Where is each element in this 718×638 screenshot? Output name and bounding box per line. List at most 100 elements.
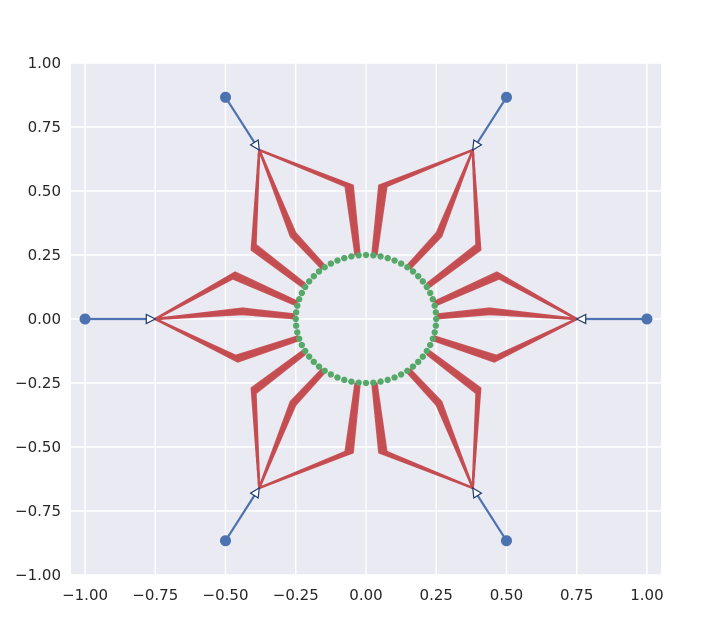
inner-point [327, 371, 335, 378]
inner-point [292, 309, 300, 316]
inner-point [391, 257, 398, 264]
inner-point [423, 347, 431, 355]
inner-point [341, 254, 348, 262]
inner-point [315, 268, 323, 275]
inner-point [310, 358, 318, 366]
x-tick-label: −0.50 [203, 586, 249, 604]
fan-strand [433, 271, 578, 320]
arrow-head [575, 313, 587, 325]
inner-point [298, 341, 306, 349]
inner-point [298, 289, 306, 297]
y-axis-ticks: 1.00 0.75 0.50 0.25 0.00 −0.25 −0.50 −0.75 −1.00 [15, 54, 61, 584]
inner-point [419, 278, 427, 285]
inner-point [301, 283, 309, 291]
source-point [500, 91, 512, 103]
inner-point [310, 272, 318, 280]
fan-strand [258, 149, 323, 270]
x-tick-label: 0.00 [349, 586, 382, 604]
inner-point [432, 309, 440, 316]
inner-point [397, 371, 405, 378]
inner-point [414, 272, 422, 280]
source-point [79, 313, 91, 325]
inner-point [327, 260, 335, 267]
fan-band [258, 149, 361, 256]
inner-point [348, 253, 355, 260]
y-tick-label: 0.25 [28, 246, 61, 264]
source-point [641, 313, 653, 325]
inner-point [305, 278, 313, 285]
y-tick-label: −1.00 [15, 566, 61, 584]
fan-band [258, 149, 327, 270]
fan-strand [155, 313, 295, 321]
inner-point [419, 353, 427, 360]
fan-band [155, 307, 296, 321]
y-tick-label: 0.50 [28, 182, 61, 200]
inner-point [370, 379, 377, 386]
x-tick-label: 0.75 [560, 586, 593, 604]
inner-point [423, 283, 431, 291]
fan-strand [258, 370, 327, 489]
source-point [220, 91, 232, 103]
fan-strand [426, 149, 478, 285]
arrow-head [249, 139, 260, 152]
inner-point [409, 363, 417, 370]
fan-strand [254, 353, 306, 489]
inner-point [301, 347, 309, 355]
x-tick-label: −0.75 [132, 586, 178, 604]
fan-strand [428, 349, 482, 489]
inner-point [348, 378, 355, 385]
outer-series [79, 91, 653, 547]
fan-band [154, 271, 299, 320]
x-tick-label: 0.50 [490, 586, 523, 604]
inner-point [294, 329, 301, 336]
inner-point [294, 302, 301, 309]
fan-strand [436, 307, 577, 321]
fan-band [426, 149, 482, 289]
x-tick-label: −0.25 [273, 586, 319, 604]
fan-band [250, 149, 306, 289]
inner-point [355, 252, 362, 259]
source-line [471, 96, 508, 151]
x-axis-ticks: −1.00 −0.75 −0.50 −0.25 0.00 0.25 0.50 0.75 1.00 [62, 586, 664, 604]
inner-point [426, 289, 434, 297]
inner-point [321, 264, 328, 271]
source-line [224, 487, 261, 542]
x-tick-label: −1.00 [62, 586, 108, 604]
x-tick-label: 0.25 [420, 586, 453, 604]
fan-band [432, 317, 578, 363]
inner-point [391, 374, 398, 381]
inner-point [431, 302, 438, 309]
inner-ring-points [292, 251, 440, 387]
inner-point [414, 358, 422, 366]
inner-point [315, 363, 323, 370]
inner-point [429, 296, 437, 303]
inner-point [404, 367, 411, 374]
arrow-head [472, 139, 483, 152]
inner-point [334, 257, 341, 264]
inner-point [384, 376, 391, 384]
fan-strand [250, 149, 304, 289]
fan-strand [433, 317, 578, 357]
inner-point [321, 367, 328, 374]
fan-strand [409, 368, 474, 489]
inner-point [384, 254, 391, 262]
inner-point [377, 378, 384, 385]
inner-point [409, 268, 417, 275]
fan-strand [258, 149, 357, 256]
source-line [224, 96, 261, 151]
fan-band [154, 317, 300, 363]
y-tick-label: −0.75 [15, 502, 61, 520]
inner-point [433, 315, 440, 323]
inner-point [426, 341, 434, 349]
inner-point [305, 353, 313, 360]
fan-band [258, 368, 327, 489]
inner-point [429, 335, 437, 342]
fan-strand [154, 318, 300, 363]
fan-strand [375, 382, 474, 489]
x-tick-label: 1.00 [630, 586, 663, 604]
source-point [220, 535, 232, 547]
inner-point [431, 329, 438, 336]
fan-strand [154, 277, 298, 320]
fan-strand [371, 149, 474, 255]
